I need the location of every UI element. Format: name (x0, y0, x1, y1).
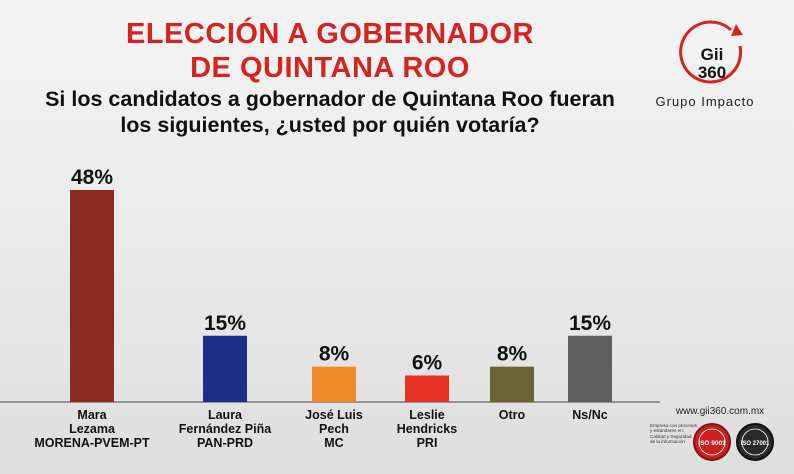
bar (405, 375, 449, 402)
iso-9001-badge-icon: ISO 9001 (693, 423, 731, 461)
category-label: MC (324, 436, 343, 450)
bar-value-label: 15% (569, 312, 611, 335)
website-link[interactable]: www.gii360.com.mx (675, 406, 765, 417)
bar-value-label: 15% (204, 312, 246, 335)
category-label: Ns/Nc (572, 408, 607, 422)
certification-text: Empresa con procesos y estándares en: Ca… (650, 423, 710, 445)
category-label: Leslie (409, 408, 444, 422)
bar (312, 366, 356, 402)
cert-line: Calidad y Seguridad (650, 433, 692, 439)
bar-value-label: 48% (71, 166, 113, 189)
bar (490, 366, 534, 402)
logo-text-360: 360 (698, 63, 726, 82)
logo-text-gii: Gii (701, 45, 724, 64)
category-label: Mara (77, 408, 107, 422)
category-label: PAN-PRD (197, 436, 253, 450)
category-label: Fernández Piña (179, 422, 272, 436)
category-label: Laura (208, 408, 243, 422)
cert-line: y estándares en: (650, 428, 684, 434)
cert-line: de la información (650, 439, 685, 445)
bar-value-label: 8% (319, 343, 350, 366)
iso-27001-badge-icon: ISO 27001 (736, 423, 774, 461)
category-label: Lezama (69, 422, 116, 436)
bar (70, 190, 114, 402)
bar (203, 335, 247, 402)
category-label: Pech (319, 422, 349, 436)
category-label: José Luis (305, 408, 363, 422)
chart-title-line1: ELECCIÓN A GOBERNADOR (126, 18, 534, 50)
category-label: Hendricks (397, 422, 457, 436)
badge-label: ISO 9001 (698, 440, 726, 447)
badge-label: ISO 27001 (741, 441, 770, 447)
category-label: Otro (499, 408, 526, 422)
cert-line: Empresa con procesos (650, 423, 697, 428)
bar-value-label: 6% (412, 352, 443, 375)
bar (568, 335, 612, 402)
bar-value-label: 8% (497, 343, 528, 366)
category-label: MORENA-PVEM-PT (34, 436, 150, 450)
category-label: PRI (417, 436, 438, 450)
chart-title-line2: DE QUINTANA ROO (190, 52, 470, 84)
gii360-logo-icon: Gii 360 (679, 20, 743, 84)
survey-question: Si los candidatos a gobernador de Quinta… (45, 87, 615, 137)
brand-name: Grupo Impacto (655, 94, 755, 109)
